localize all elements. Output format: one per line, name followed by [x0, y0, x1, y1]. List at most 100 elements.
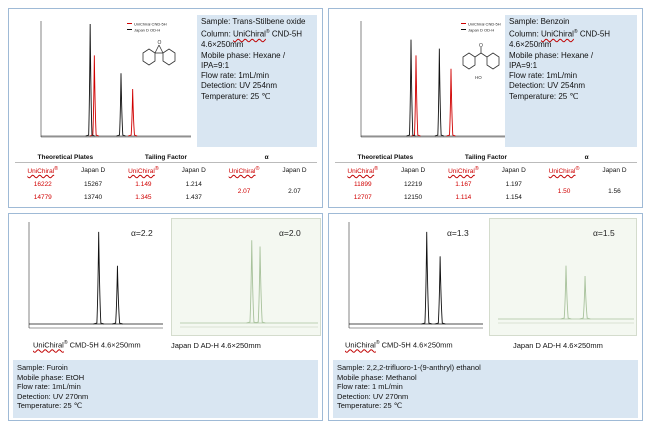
column-info: Column: UniChiral® CND-5H [509, 29, 611, 39]
sub-unichiral: UniChiral [228, 168, 256, 176]
sub-unichiral: UniChiral [27, 168, 55, 176]
chromatogram-peaks [41, 23, 191, 137]
condition-line: Mobile phase: Methanol [337, 372, 417, 382]
caption-right: Japan D AD-H 4.6×250mm [513, 341, 603, 350]
alpha-unichiral: 1.50 [557, 187, 571, 195]
chromatogram-benzoin: UniChiral CND-5H Japan D OD-H O HO [335, 15, 515, 147]
alpha-right: α=1.5 [593, 228, 615, 238]
condition-line: Temperature: 25 ℃ [337, 401, 403, 411]
chromatogram-svg [498, 265, 634, 324]
sub-japan: Japan D [501, 167, 526, 175]
header-alpha: α [536, 153, 637, 163]
alpha-left: α=2.2 [131, 228, 153, 238]
sub-unichiral: UniChiral [448, 168, 475, 176]
temperature: Temperature: 25 ℃ [201, 91, 271, 101]
header-theoretical-plates: Theoretical Plates [15, 153, 116, 163]
chromatogram-trans-stilbene: UniChiral CND-5H Japan D OD-H O [15, 15, 195, 147]
chromatogram-peak [446, 68, 456, 137]
chromatogram-peak [85, 23, 95, 137]
flow-rate: Flow rate: 1mL/min [201, 71, 270, 81]
column-dimensions: 4.6×250mm [201, 40, 244, 50]
chromatogram-svg [28, 222, 163, 329]
sub-unichiral: UniChiral [128, 168, 155, 176]
sample-name: Sample: Trans-Stilbene oxide [201, 17, 306, 26]
condition-line: Flow rate: 1mL/min [17, 382, 81, 392]
chromatogram-peaks [361, 39, 511, 137]
chromatogram-peaks [349, 231, 483, 325]
unichiral-brand: UniChiral [233, 29, 266, 39]
chromatogram-peak [434, 256, 446, 325]
header-tailing-factor: Tailing Factor [115, 153, 217, 163]
chromatogram-peak [93, 231, 105, 325]
chromatogram-svg: UniChiral CND-5H Japan D OD-H [360, 21, 511, 138]
sub-japan: Japan D [80, 167, 106, 175]
alpha-left: α=1.3 [447, 228, 469, 238]
legend-series-1: UniChiral CND-5H [134, 22, 167, 27]
alpha-japan: 1.56 [608, 187, 621, 195]
panel-furoin: α=2.2 α=2.0 UniChiral® CMD-5H 4.6×250mm … [8, 213, 323, 421]
legend-series-2: Japan D OD-H [134, 28, 160, 33]
table-row: 16222 15267 1.149 1.214 2.07 2.07 [15, 178, 317, 195]
column-dimensions: 4.6×250mm [509, 40, 552, 50]
stats-table: Theoretical Plates Tailing Factor α UniC… [15, 153, 317, 204]
chromatogram-svg: UniChiral CND-5H Japan D OD-H [40, 21, 191, 138]
condition-line: Detection: UV 270nm [337, 391, 409, 401]
detection: Detection: UV 254nm [201, 81, 278, 91]
sub-unichiral: UniChiral [548, 168, 576, 176]
chromatogram-svg [348, 222, 483, 329]
condition-line: Temperature: 25 ℃ [17, 401, 83, 411]
chromatogram-furoin-japan [171, 218, 321, 336]
conditions-box: Sample: Furoin Mobile phase: EtOH Flow r… [13, 360, 318, 418]
molecule-stilbene-oxide-icon: O [142, 40, 176, 66]
chromatogram-peak [254, 246, 266, 324]
chromatogram-tfae-unichiral [333, 218, 485, 336]
alpha-unichiral: 2.07 [237, 187, 251, 195]
mobile-phase-ratio: IPA=9:1 [509, 60, 538, 70]
condition-line: Sample: Furoin [17, 363, 68, 372]
chromatogram-peak [116, 73, 126, 137]
chromatogram-peak [411, 55, 421, 137]
chromatogram-peaks [29, 231, 163, 325]
condition-line: Mobile phase: EtOH [17, 372, 85, 382]
svg-text:HO: HO [475, 75, 482, 80]
caption-right: Japan D AD-H 4.6×250mm [171, 341, 261, 350]
chromatogram-peak [128, 88, 138, 137]
unichiral-brand: UniChiral [541, 29, 574, 39]
alpha-japan: 2.07 [288, 187, 301, 195]
molecule-benzoin-icon: O HO [462, 43, 500, 80]
chromatogram-peaks [498, 265, 634, 320]
svg-text:O: O [158, 40, 162, 46]
conditions-box: Sample: 2,2,2-trifluoro-1-(9-anthryl) et… [333, 360, 638, 418]
chromatogram-furoin-unichiral [13, 218, 165, 336]
legend-series-2: Japan D OD-H [468, 28, 494, 33]
svg-text:O: O [479, 43, 483, 49]
table-row: 12707 12150 1.114 1.154 [353, 194, 522, 202]
alpha-right: α=2.0 [279, 228, 301, 238]
chromatogram-svg [180, 240, 318, 328]
chromatogram-peak [406, 39, 416, 137]
caption-left: UniChiral® CMD-5H 4.6×250mm [345, 340, 453, 350]
sample-info-box: Sample: Benzoin Column: UniChiral® CND-5… [505, 15, 637, 147]
sample-name: Sample: Benzoin [509, 17, 570, 26]
detection: Detection: UV 254nm [509, 81, 586, 91]
header-tailing-factor: Tailing Factor [435, 153, 537, 163]
chromatogram-peak [246, 240, 258, 324]
column-info: Column: UniChiral® CND-5H [201, 29, 303, 39]
sub-japan: Japan D [602, 167, 627, 175]
panel-trifluoro-anthryl-ethanol: α=1.3 α=1.5 UniChiral® CMD-5H 4.6×250mm … [328, 213, 643, 421]
legend-series-1: UniChiral CND-5H [468, 22, 501, 27]
mobile-phase: Mobile phase: Hexane / [509, 50, 594, 60]
sub-japan: Japan D [181, 167, 206, 175]
panel-benzoin: UniChiral CND-5H Japan D OD-H O HO Sampl… [328, 8, 643, 208]
table-row: 11899 12219 1.167 1.197 1.50 1.56 [335, 178, 637, 195]
chromatogram-peak [89, 55, 99, 137]
header-alpha: α [216, 153, 317, 163]
flow-rate: Flow rate: 1mL/min [509, 71, 578, 81]
mobile-phase: Mobile phase: Hexane / [201, 50, 286, 60]
condition-line: Sample: 2,2,2-trifluoro-1-(9-anthryl) et… [337, 363, 481, 372]
caption-left: UniChiral® CMD-5H 4.6×250mm [33, 340, 141, 350]
chromatogram-peak [579, 275, 591, 320]
chromatogram-peak [434, 48, 444, 137]
header-theoretical-plates: Theoretical Plates [335, 153, 436, 163]
mobile-phase-ratio: IPA=9:1 [201, 60, 230, 70]
